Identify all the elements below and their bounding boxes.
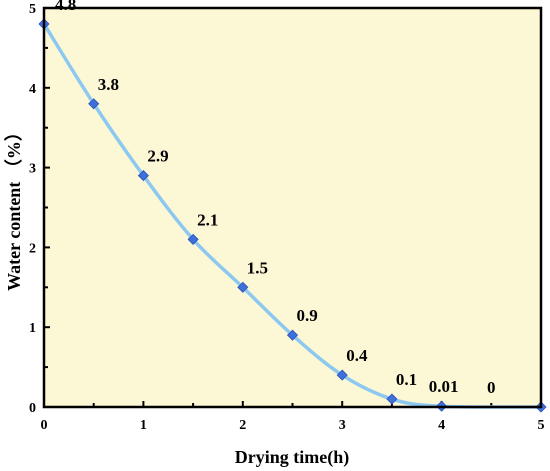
data-label: 0.01: [429, 377, 459, 396]
y-tick-label: 3: [29, 162, 36, 177]
x-tick-label: 2: [239, 418, 246, 433]
data-label: 0.4: [346, 346, 368, 365]
data-label: 3.8: [98, 75, 119, 94]
plot-background: [44, 8, 541, 407]
x-tick-label: 1: [140, 418, 147, 433]
series-markers: [38, 18, 547, 413]
y-tick-label: 4: [29, 82, 36, 97]
data-point: [336, 369, 348, 381]
y-tick-label: 2: [29, 241, 36, 256]
data-labels: 4.83.82.92.11.50.90.40.1 0.01 0: [55, 0, 496, 397]
x-tick-label: 0: [41, 418, 48, 433]
data-point: [88, 98, 100, 110]
data-label: 0.1: [396, 370, 417, 389]
x-tick-label: 4: [438, 418, 445, 433]
x-tick-label: 5: [538, 418, 545, 433]
data-label: 2.9: [147, 147, 168, 166]
y-tick-label: 0: [29, 401, 36, 416]
x-tick-label: 3: [339, 418, 346, 433]
y-tick-label: 5: [29, 2, 36, 17]
data-point: [286, 329, 299, 341]
y-axis-title: Water content （%）: [4, 123, 24, 291]
data-label: 1.5: [247, 258, 268, 277]
data-point: [386, 393, 398, 405]
tick-labels: 0 1 2 3 4 5 0 1 2 3 4 5: [29, 2, 545, 433]
y-tick-label: 1: [29, 321, 36, 336]
data-point: [237, 281, 249, 293]
data-point: [137, 170, 149, 182]
data-label: 0: [487, 378, 496, 397]
series-line: [42, 22, 543, 409]
data-point: [187, 233, 199, 245]
data-label: 0.9: [297, 306, 318, 325]
data-label: 2.1: [197, 210, 218, 229]
plot-frame: [42, 6, 543, 409]
x-axis-title: Drying time(h): [235, 447, 349, 468]
